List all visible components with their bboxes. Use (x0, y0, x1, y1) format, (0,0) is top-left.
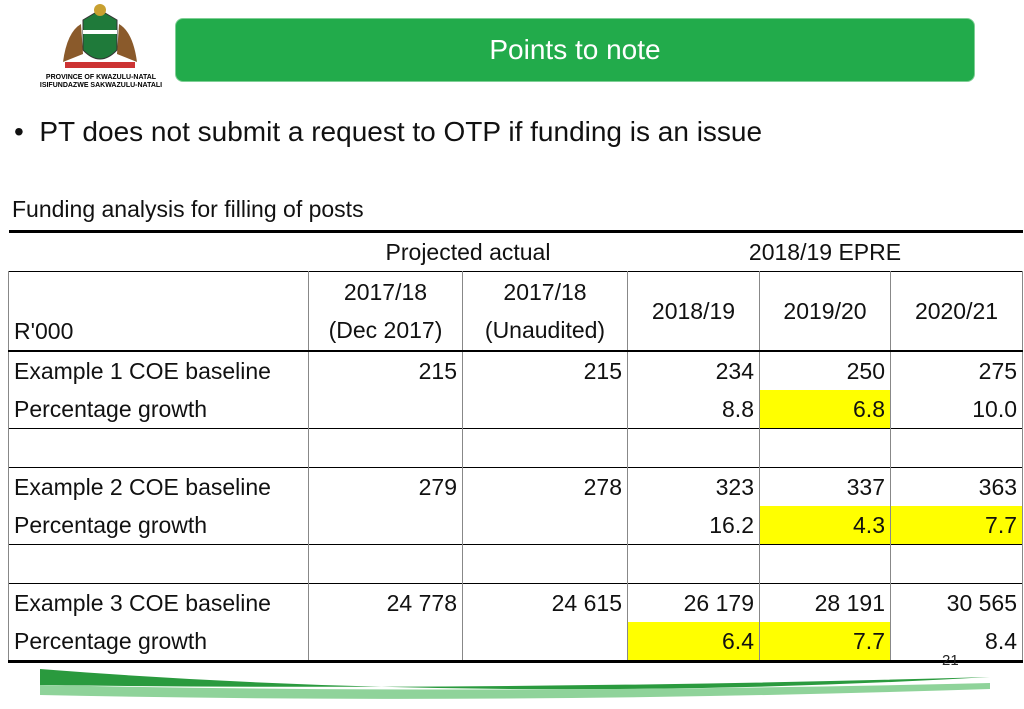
spacer-row (8, 544, 1024, 584)
table-caption: Funding analysis for filling of posts (12, 196, 364, 222)
title: Points to note (489, 34, 661, 65)
column-header: 2019/20 (759, 271, 891, 351)
cell: 8.4 (889, 622, 1024, 662)
header-row: R'000 2017/18 (Dec 2017) 2017/18 (Unaudite… (8, 271, 1024, 351)
cell: 6.4 (627, 622, 760, 662)
row-label: Example 2 COE baseline (8, 467, 309, 506)
group-header-row: Projected actual 2018/19 EPRE (8, 231, 1023, 272)
cell: 234 (627, 351, 760, 390)
spacer-row (8, 428, 1024, 468)
logo-line: PROVINCE OF KWAZULU-NATAL (45, 74, 157, 81)
cell: 10.0 (889, 390, 1024, 429)
row: Example 1 COE baseline 215 215 234 250 275 (8, 351, 1024, 390)
row-label: Percentage growth (8, 506, 309, 545)
cell: 24 778 (308, 583, 463, 622)
group-header: 2018/19 EPRE (748, 239, 902, 265)
logo-text: PROVINCE OF KWAZULU-NATAL ISIFUNDAZWE SAK… (38, 74, 164, 90)
cell: 4.3 (759, 506, 891, 545)
cell: 8.8 (627, 390, 760, 429)
cell: 30 565 (889, 583, 1024, 622)
row-label: Example 1 COE baseline (8, 351, 309, 390)
bullet-text: PT does not submit a request to OTP if f… (39, 116, 763, 147)
row: Percentage growth 8.8 6.8 10.0 (8, 390, 1024, 429)
cell: 7.7 (889, 506, 1024, 545)
bullet: • PT does not submit a request to OTP if… (14, 116, 763, 147)
column-header: 2018/19 (627, 271, 760, 351)
cell: 278 (462, 467, 628, 506)
row: Percentage growth 6.4 7.7 8.4 (8, 622, 1024, 662)
column-header: 2020/21 (889, 271, 1024, 351)
table: Projected actual 2018/19 EPRE R'000 2017/1… (8, 230, 1024, 663)
row-label: Example 3 COE baseline (8, 583, 309, 622)
row-label: Percentage growth (8, 622, 309, 662)
row: Example 2 COE baseline 279 278 323 337 363 (8, 467, 1024, 506)
row-label: Percentage growth (8, 390, 309, 429)
logo-line: ISIFUNDAZWE SAKWAZULU-NATALI (39, 82, 163, 89)
logo-crest (63, 4, 137, 68)
cell: 28 191 (759, 583, 891, 622)
title-bar: Points to note (175, 18, 975, 82)
cell: 279 (308, 467, 463, 506)
cell: 215 (308, 351, 463, 390)
cell: 7.7 (759, 622, 891, 662)
cell: 323 (627, 467, 760, 506)
cell: 337 (759, 467, 891, 506)
row: Example 3 COE baseline 24 778 24 615 26 179… (8, 583, 1024, 622)
cell: 250 (759, 351, 891, 390)
group-header: Projected actual (385, 239, 551, 265)
column-header: R'000 (8, 271, 309, 351)
cell: 363 (889, 467, 1024, 506)
cell: 215 (462, 351, 628, 390)
cell: 275 (889, 351, 1024, 390)
row: Percentage growth 16.2 4.3 7.7 (8, 506, 1024, 545)
cell: 24 615 (462, 583, 628, 622)
footer-swoosh (40, 669, 990, 699)
cell: 26 179 (627, 583, 760, 622)
column-header: 2017/18 (Unaudited) (462, 271, 628, 351)
cell: 6.8 (759, 390, 891, 429)
column-header: 2017/18 (Dec 2017) (308, 271, 463, 351)
cell: 16.2 (627, 506, 760, 545)
page-number: 21 (942, 652, 959, 669)
